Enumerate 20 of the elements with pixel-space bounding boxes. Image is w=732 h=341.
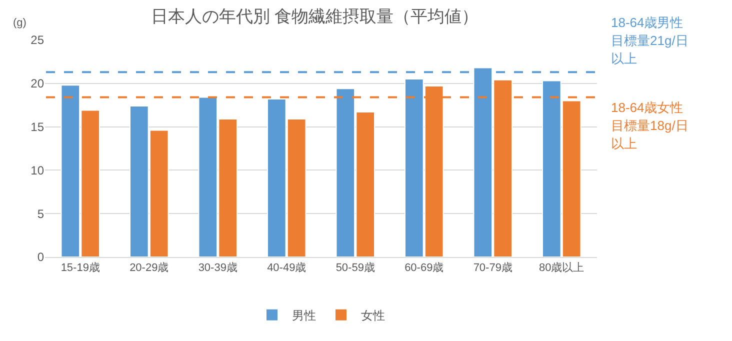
- y-tick-label: 20: [30, 76, 44, 91]
- legend-label: 女性: [361, 308, 385, 323]
- x-tick-label: 70-79歳: [473, 261, 512, 274]
- x-tick-label: 50-59歳: [336, 261, 375, 274]
- y-tick-label: 25: [30, 33, 44, 48]
- x-tick-label: 80歳以上: [539, 261, 584, 274]
- y-axis-title: (g): [13, 17, 26, 29]
- x-tick-label: 40-49歳: [267, 261, 306, 274]
- y-tick-label: 10: [30, 163, 44, 178]
- x-tick-label: 20-29歳: [130, 261, 169, 274]
- x-tick-label: 60-69歳: [404, 261, 444, 274]
- ref-line-label: 18-64歳男性目標量21g/日以上: [611, 14, 690, 68]
- chart-title: 日本人の年代別 食物繊維摂取量（平均値）: [150, 7, 479, 26]
- y-tick-label: 0: [37, 250, 44, 264]
- x-tick-label: 15-19歳: [60, 261, 100, 274]
- y-tick-label: 15: [30, 120, 44, 134]
- legend-label: 男性: [292, 308, 316, 323]
- ref-line-label: 18-64歳女性目標量18g/日以上: [611, 99, 690, 154]
- y-tick-label: 5: [37, 206, 44, 221]
- x-tick-label: 30-39歳: [198, 261, 238, 274]
